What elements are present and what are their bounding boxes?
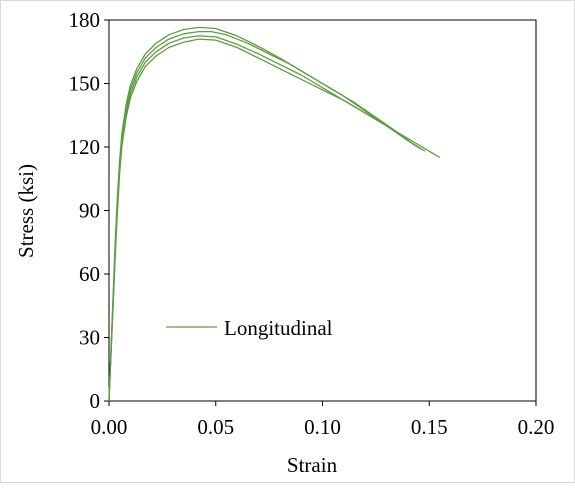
x-tick-label: 0.10 bbox=[304, 415, 341, 439]
series-line-4 bbox=[108, 38, 441, 402]
legend: Longitudinal bbox=[166, 316, 333, 340]
y-tick-label: 0 bbox=[90, 389, 101, 413]
x-axis-ticks: 0.00 0.05 0.10 0.15 0.20 bbox=[91, 401, 555, 439]
y-tick-label: 30 bbox=[79, 326, 100, 350]
x-tick-label: 0.20 bbox=[518, 415, 555, 439]
y-axis-ticks: 0 30 60 90 120 150 180 bbox=[69, 8, 109, 413]
series-line-3 bbox=[108, 26, 426, 402]
y-tick-label: 60 bbox=[79, 262, 100, 286]
y-tick-label: 180 bbox=[69, 8, 101, 32]
x-tick-label: 0.05 bbox=[197, 415, 234, 439]
y-tick-label: 120 bbox=[69, 135, 101, 159]
y-axis-label: Stress (ksi) bbox=[14, 164, 38, 258]
y-tick-label: 90 bbox=[79, 199, 100, 223]
x-tick-label: 0.15 bbox=[411, 415, 448, 439]
series-layer bbox=[108, 26, 441, 402]
y-tick-label: 150 bbox=[69, 72, 101, 96]
legend-label-longitudinal: Longitudinal bbox=[224, 316, 333, 340]
x-tick-label: 0.00 bbox=[91, 415, 128, 439]
x-axis-label: Strain bbox=[287, 453, 338, 477]
